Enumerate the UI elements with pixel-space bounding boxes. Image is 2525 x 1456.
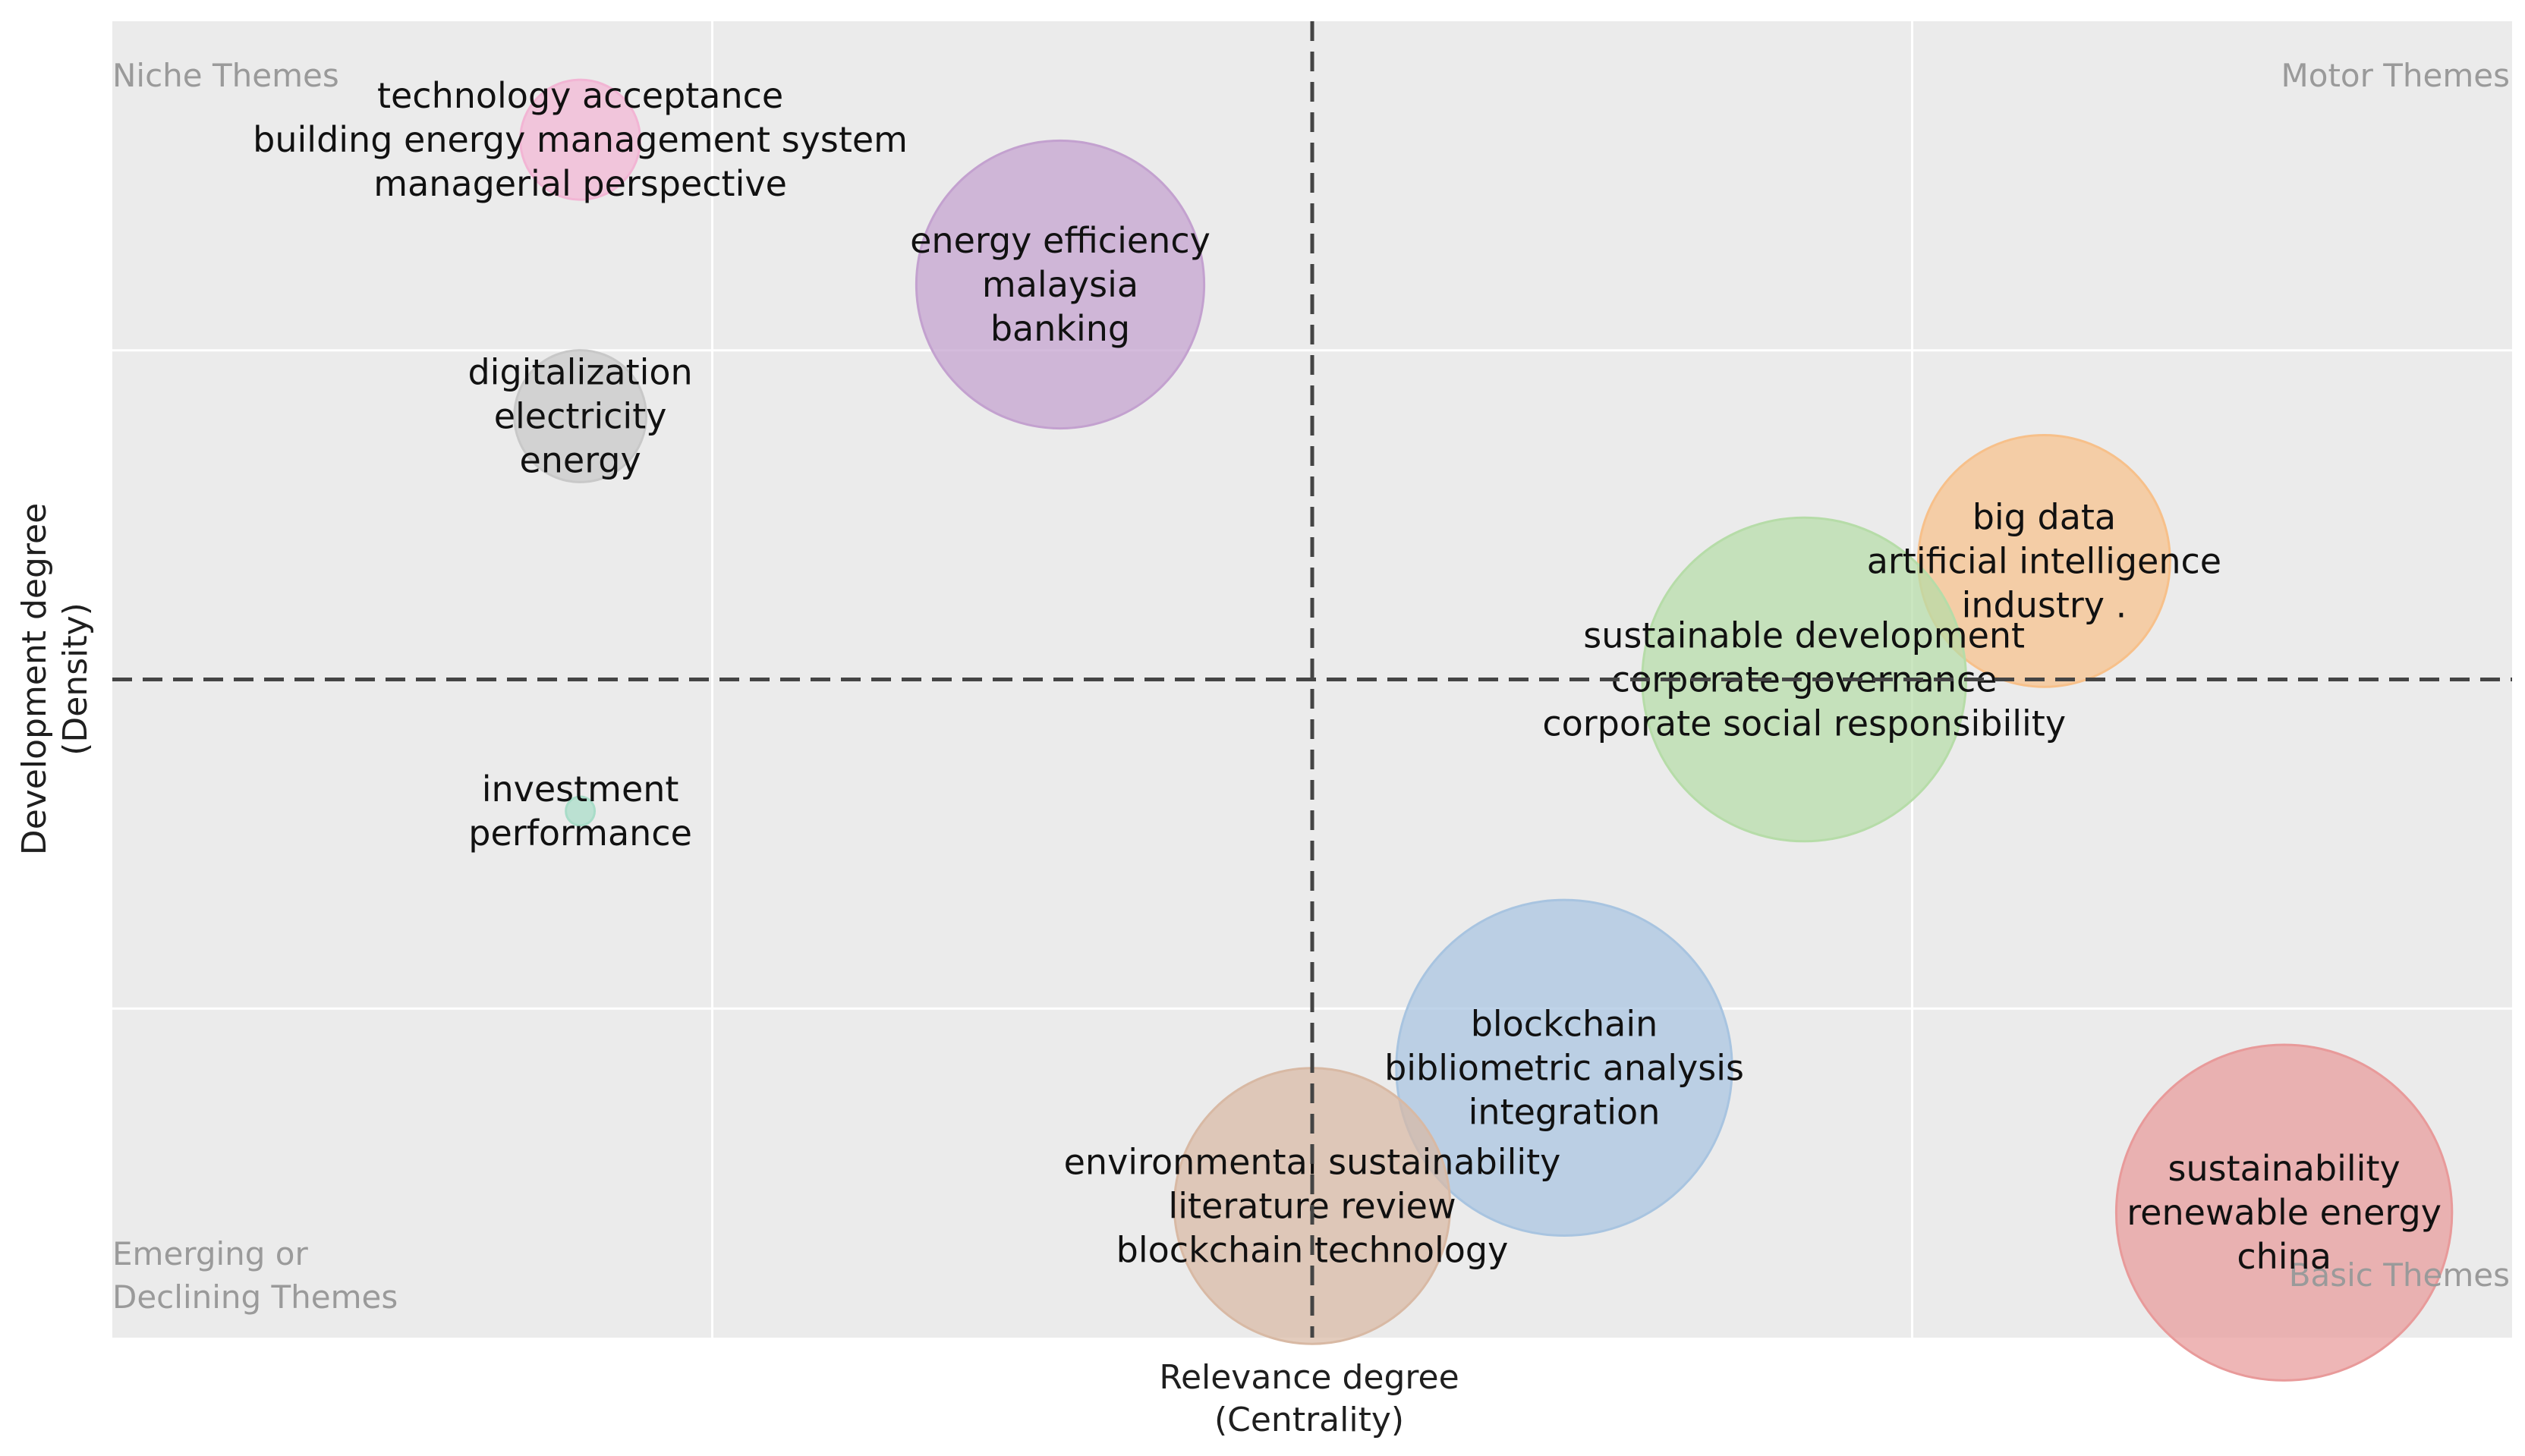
y-axis-title-line-1: Development degree [15, 503, 54, 855]
theme-bubble [565, 795, 597, 827]
quadrant-label-bottom-left-line-2: Declining Themes [112, 1278, 398, 1316]
bubble-label: artificial intelligence [1867, 540, 2221, 581]
bubble-label: digitalization [468, 352, 692, 393]
quadrant-label-top-left: Niche Themes [112, 57, 339, 94]
theme-bubble [1395, 898, 1733, 1237]
quadrant-dividers [112, 21, 2512, 1338]
x-axis-title-line-1: Relevance degree [1159, 1358, 1459, 1397]
bubble-label: banking [990, 308, 1130, 349]
bubble-label: sustainable development [1583, 615, 2025, 656]
theme-bubble [915, 139, 1206, 430]
quadrant-label-bottom-left-line-1: Emerging or [112, 1235, 308, 1272]
theme-bubble [513, 349, 647, 483]
x-axis-title-line-2: (Centrality) [1214, 1401, 1404, 1439]
bubbles [513, 78, 2454, 1382]
bubble-label: performance [468, 813, 692, 854]
bubble-label: managerial perspective [373, 163, 787, 204]
quadrant-labels: Niche Themes Motor Themes Emerging or De… [112, 57, 2510, 1316]
quadrant-label-top-right: Motor Themes [2281, 57, 2510, 94]
bubble-label: energy [519, 440, 641, 481]
theme-bubble [1917, 433, 2171, 688]
quadrant-label-bottom-right: Basic Themes [2289, 1256, 2510, 1294]
bubble-label: bibliometric analysis [1384, 1047, 1744, 1088]
bubble-label: energy efficiency [910, 220, 1211, 261]
y-axis-title-line-2: (Density) [56, 602, 95, 756]
theme-bubble [519, 78, 642, 201]
bubble-label: technology acceptance [377, 75, 783, 116]
bubble-label: building energy management system [253, 119, 908, 160]
bubble-label: sustainability [2168, 1148, 2400, 1189]
bubble-label: china [2237, 1236, 2331, 1277]
bubble-label: electricity [494, 396, 667, 437]
bubble-label: big data [1972, 496, 2116, 537]
bubble-label: industry . [1962, 584, 2127, 625]
bubble-label: malaysia [982, 264, 1138, 305]
bubble-label: integration [1469, 1091, 1661, 1132]
bubble-label: investment [482, 769, 679, 810]
bubble-label: corporate social responsibility [1542, 703, 2066, 744]
theme-bubble [2114, 1043, 2454, 1382]
bubble-label: renewable energy [2127, 1192, 2442, 1233]
bubble-label: blockchain [1471, 1003, 1658, 1044]
